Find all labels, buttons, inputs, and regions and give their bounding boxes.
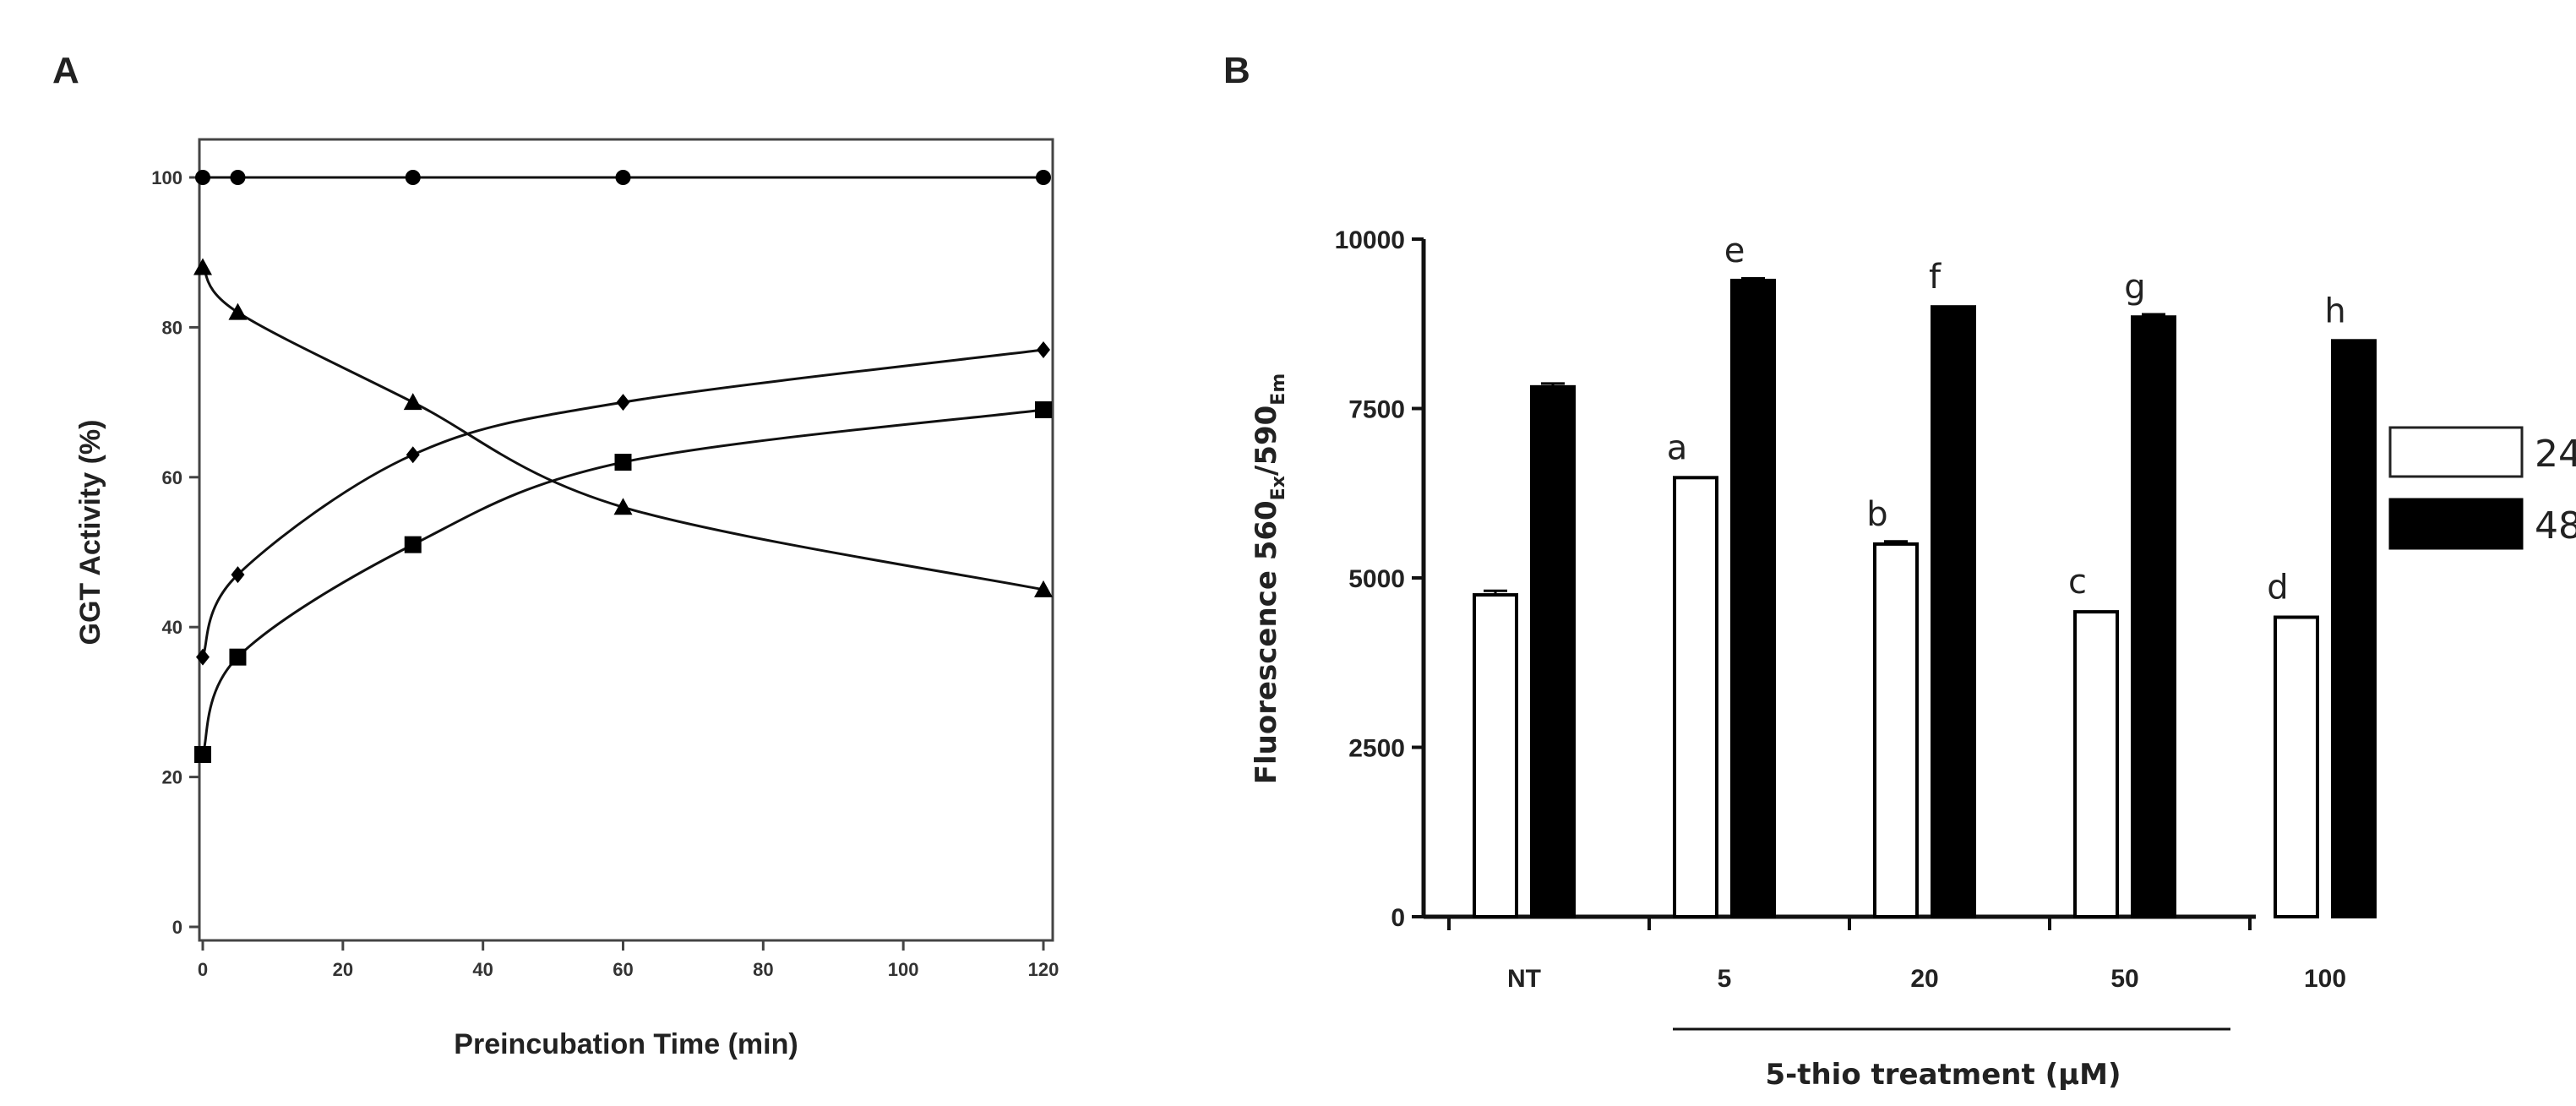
a-line-triangle <box>201 266 1044 591</box>
panel-a-plot-frame <box>198 138 1054 942</box>
b-bar-48h <box>1530 384 1576 918</box>
a-x-tick-label: 20 <box>333 959 353 980</box>
a-point-triangle <box>1034 580 1053 597</box>
b-x-tick-label: 5 <box>1718 965 1732 993</box>
b-bar-24h <box>1473 593 1518 918</box>
a-point-diamond <box>196 648 210 666</box>
y-label-mid: /590 <box>1250 406 1283 476</box>
b-bar-letter-24h: c <box>2068 563 2087 602</box>
panel-a-x-axis: 0 20 40 60 80 100 120 <box>198 940 1059 980</box>
b-bar-48h <box>2131 315 2176 919</box>
a-point-triangle <box>228 302 248 320</box>
b-x-tick-label: 20 <box>1910 965 1938 993</box>
b-y-tick-label: 10000 <box>1335 226 1405 254</box>
panel-a-letter: A <box>52 50 79 91</box>
b-bar-letter-24h: a <box>1667 428 1688 467</box>
b-x-tick-label: 50 <box>2110 965 2138 993</box>
panel-b-legend: 24h 48h <box>2388 426 2576 550</box>
a-y-tick-label: 20 <box>162 767 182 788</box>
a-point-square <box>614 454 632 471</box>
a-point-circle <box>615 170 631 185</box>
b-bar-24h <box>1673 476 1718 918</box>
a-point-circle <box>195 170 210 185</box>
a-x-tick-label: 100 <box>888 959 919 980</box>
a-y-tick-label: 80 <box>162 317 182 338</box>
a-x-tick-label: 120 <box>1028 959 1059 980</box>
y-label-sub-em: Em <box>1268 373 1289 406</box>
legend-label-48h: 48h <box>2535 504 2576 548</box>
panel-a-markers <box>193 170 1053 763</box>
a-point-square <box>229 648 247 666</box>
a-point-diamond <box>616 394 630 411</box>
a-point-square <box>194 745 211 763</box>
panel-b-y-axis: 0 2500 5000 7500 10000 <box>1335 226 1424 932</box>
panel-b-bar-chart: 0 2500 5000 7500 10000 NT 5 20 50 100 a e b f c g d h 5… <box>1250 226 2576 1092</box>
b-bar-letter-24h: d <box>2267 569 2288 607</box>
a-point-triangle <box>613 498 633 515</box>
a-point-circle <box>405 170 421 185</box>
panel-b-y-label: Fluorescence 560Ex/590Em <box>1250 373 1289 785</box>
a-x-tick-label: 60 <box>613 959 633 980</box>
legend-label-24h: 24h <box>2535 433 2576 476</box>
a-y-tick-label: 40 <box>162 617 182 638</box>
panel-a-y-axis: 0 20 40 60 80 100 <box>151 167 199 938</box>
b-bar-letter-24h: b <box>1866 495 1887 534</box>
b-bar-24h <box>2073 610 2119 918</box>
a-point-square <box>404 536 422 553</box>
a-point-circle <box>230 170 246 185</box>
a-y-tick-label: 100 <box>151 167 182 188</box>
a-point-diamond <box>1037 341 1050 359</box>
a-x-tick-label: 0 <box>198 959 208 980</box>
b-y-tick-label: 0 <box>1391 904 1405 932</box>
a-y-tick-label: 0 <box>172 917 182 938</box>
panel-b-x-axis: NT 5 20 50 100 <box>1447 917 2346 993</box>
a-point-diamond <box>406 446 420 464</box>
a-point-square <box>1035 400 1052 418</box>
b-y-tick-label: 7500 <box>1348 396 1405 424</box>
b-bar-48h <box>1730 278 1776 918</box>
a-point-triangle <box>403 393 422 411</box>
a-x-tick-label: 80 <box>753 959 773 980</box>
panel-b-bars <box>1473 277 2377 919</box>
b-bar-24h <box>2274 615 2319 918</box>
panel-b-x-label: 5-thio treatment (µM) <box>1765 1058 2121 1092</box>
b-bar-letter-48h: g <box>2124 268 2145 307</box>
y-label-sub-ex: Ex <box>1268 476 1289 500</box>
a-y-tick-label: 60 <box>162 467 182 488</box>
a-point-triangle <box>193 258 212 275</box>
panel-a-y-label: GGT Activity (%) <box>74 420 106 646</box>
legend-swatch-24h <box>2388 426 2524 478</box>
legend-swatch-48h <box>2388 498 2524 550</box>
panel-a-line-chart: 0 20 40 60 80 100 0 20 40 60 80 100 120 Preincubati… <box>74 138 1059 1060</box>
b-bar-letter-48h: h <box>2324 291 2345 330</box>
b-y-tick-label: 5000 <box>1348 565 1405 593</box>
b-y-tick-label: 2500 <box>1348 735 1405 763</box>
a-x-tick-label: 40 <box>472 959 493 980</box>
y-label-main: Fluorescence 560 <box>1250 500 1283 784</box>
b-bar-letter-48h: e <box>1724 232 1745 270</box>
b-bar-48h <box>2331 339 2377 918</box>
b-bar-letter-48h: f <box>1929 258 1942 297</box>
b-x-tick-label: 100 <box>2304 965 2346 993</box>
b-x-tick-label: NT <box>1507 965 1541 993</box>
b-bar-48h <box>1931 305 1976 918</box>
a-point-diamond <box>231 566 245 584</box>
a-point-circle <box>1036 170 1051 185</box>
b-bar-24h <box>1873 542 1919 919</box>
panel-b-bar-letters: a e b f c g d h <box>1667 232 2346 607</box>
panel-b-letter: B <box>1223 50 1250 91</box>
panel-a-x-label: Preincubation Time (min) <box>454 1028 798 1060</box>
